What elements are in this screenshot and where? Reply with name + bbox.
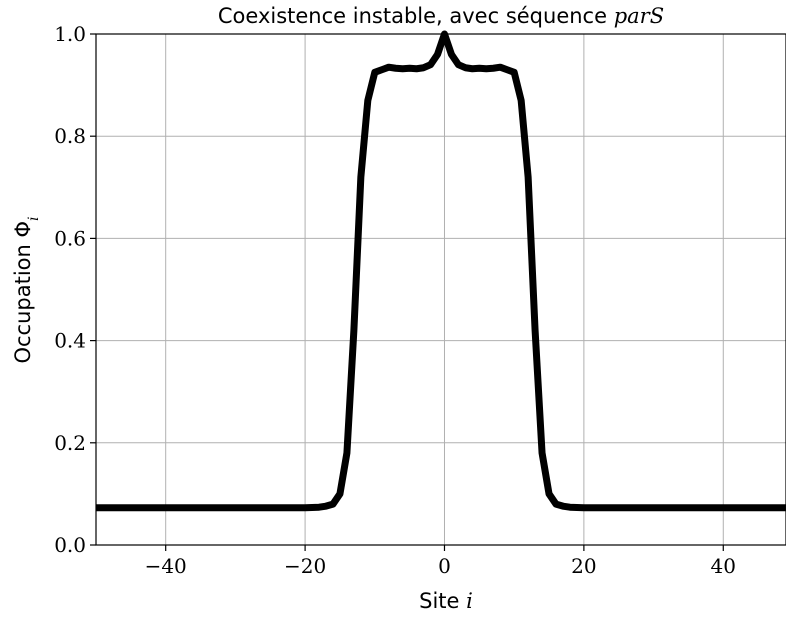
y-tick-label: 0.4 bbox=[54, 329, 86, 353]
x-axis-label: Site i bbox=[419, 589, 473, 613]
axes bbox=[95, 33, 786, 546]
y-axis-label-subscript: i bbox=[26, 216, 42, 220]
chart-title: Coexistence instable, avec séquence parS bbox=[218, 4, 664, 28]
y-tick-label: 0.2 bbox=[54, 431, 86, 455]
chart-title-math: parS bbox=[614, 4, 664, 28]
x-tick-label: 20 bbox=[571, 554, 596, 578]
x-axis-label-text: Site bbox=[419, 589, 466, 613]
x-tick-label: 0 bbox=[438, 554, 451, 578]
series-group bbox=[96, 30, 786, 512]
chart-title-text: Coexistence instable, avec séquence bbox=[218, 4, 614, 28]
x-tick-label: −20 bbox=[284, 554, 326, 578]
x-axis-label-math: i bbox=[466, 589, 473, 613]
y-tick-label: 0.6 bbox=[54, 226, 86, 250]
y-axis-label: Occupation Φi bbox=[11, 216, 42, 363]
y-tick-label: 0.8 bbox=[54, 124, 86, 148]
tick-group: −40 −20 0 20 40 0.0 0.2 0.4 0.6 0.8 1.0 bbox=[54, 22, 736, 578]
x-tick-label: −40 bbox=[145, 554, 187, 578]
y-tick-label: 1.0 bbox=[54, 22, 86, 46]
grid-lines bbox=[96, 33, 786, 546]
x-tick-label: 40 bbox=[711, 554, 736, 578]
series-line bbox=[96, 30, 786, 512]
y-axis-label-text: Occupation Φ bbox=[11, 221, 35, 364]
y-tick-label: 0.0 bbox=[54, 533, 86, 557]
plot-frame bbox=[95, 33, 786, 546]
